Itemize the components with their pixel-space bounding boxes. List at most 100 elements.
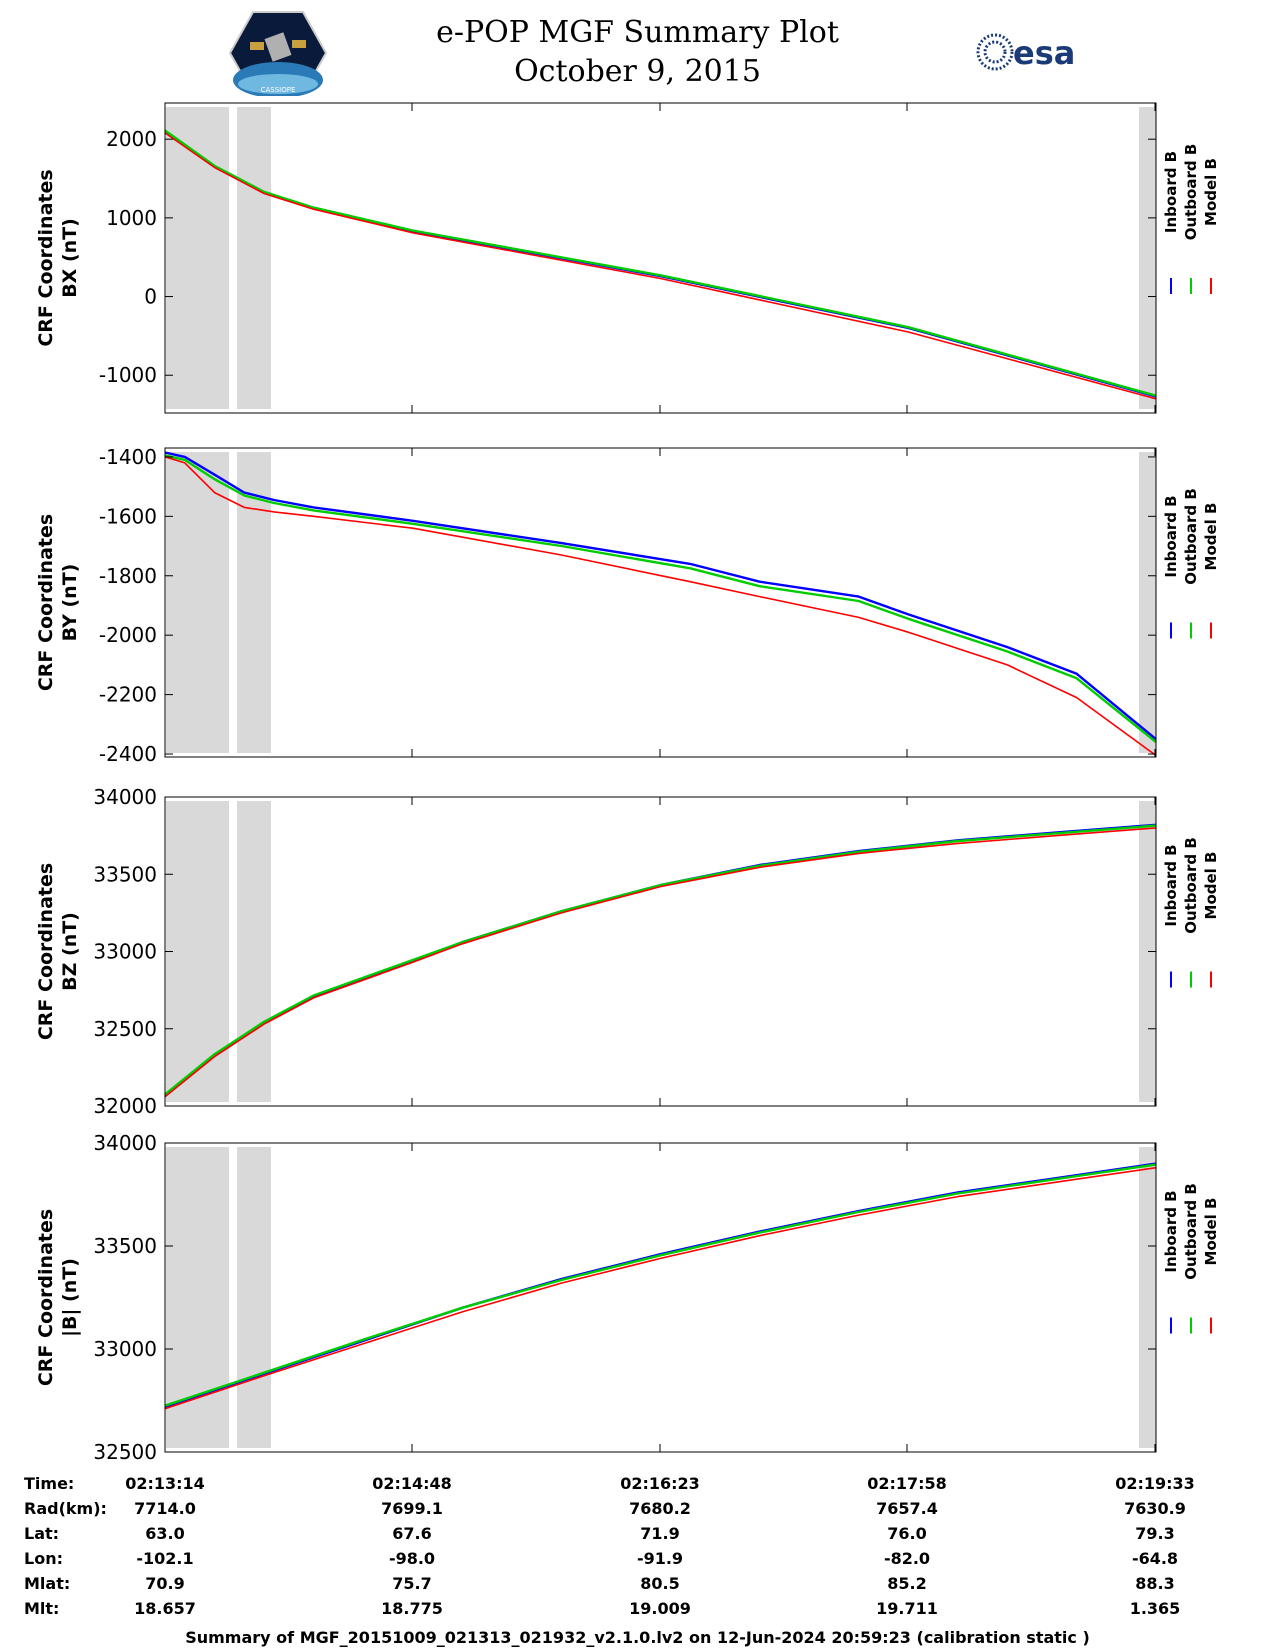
series-line-inboard <box>164 130 1157 398</box>
cassiope-logo-text: CASSIOPE <box>261 86 296 94</box>
ephemeris-value: 88.3 <box>1135 1574 1175 1593</box>
y-tick-label: -2400 <box>99 742 157 766</box>
plot-frame <box>164 447 1157 758</box>
y-tick-label: -1400 <box>99 445 157 469</box>
y-tick-label: 32000 <box>93 1094 157 1118</box>
ephemeris-row-label: Rad(km): <box>24 1499 107 1518</box>
ephemeris-value: 02:17:58 <box>867 1474 947 1493</box>
legend-label-outboard: Outboard B <box>1182 144 1200 241</box>
series-line-outboard <box>164 454 1157 744</box>
data-gap-shade-1 <box>166 801 229 1102</box>
series-line-outboard <box>164 824 1157 1096</box>
ephemeris-value: 76.0 <box>887 1524 927 1543</box>
ephemeris-value: 75.7 <box>392 1574 432 1593</box>
data-gap-shade-3 <box>1139 452 1156 753</box>
ephemeris-row-label: Lon: <box>24 1549 63 1568</box>
y-tick-label: 2000 <box>106 127 157 151</box>
y-tick-label: -1800 <box>99 564 157 588</box>
series-line-inboard <box>164 451 1157 741</box>
legend-label-model: Model B <box>1202 503 1220 571</box>
y-axis-label-line2: BY (nT) <box>59 564 81 642</box>
ephemeris-row-label: Time: <box>24 1474 75 1493</box>
y-axis-label-line1: CRF Coordinates <box>35 514 57 691</box>
legend-label-inboard: Inboard B <box>1162 151 1180 233</box>
plot-frame <box>164 102 1157 414</box>
y-tick-label: 33500 <box>93 862 157 886</box>
legend-label-inboard: Inboard B <box>1162 1190 1180 1272</box>
ephemeris-value: 18.775 <box>381 1599 443 1618</box>
data-gap-shade-2 <box>237 801 271 1102</box>
chart-panel-4: 34000 33500 33000 32500 CRF Coordinates |B| (… <box>35 1131 1220 1464</box>
legend-label-inboard: Inboard B <box>1162 495 1180 577</box>
ephemeris-value: 70.9 <box>145 1574 185 1593</box>
ephemeris-value: 19.009 <box>629 1599 691 1618</box>
data-gap-shade-1 <box>166 452 229 753</box>
esa-logo-text: esa <box>1013 34 1075 72</box>
series-line-model <box>164 132 1157 400</box>
ephemeris-value: 02:16:23 <box>620 1474 700 1493</box>
legend-label-outboard: Outboard B <box>1182 837 1200 934</box>
ephemeris-row-label: Lat: <box>24 1524 60 1543</box>
series-line-model <box>164 456 1157 757</box>
y-tick-label: 0 <box>144 285 157 309</box>
series-line-inboard <box>164 1162 1157 1408</box>
data-gap-shade-3 <box>1139 1147 1156 1448</box>
ephemeris-value: -91.9 <box>636 1549 684 1568</box>
series-line-inboard <box>164 823 1157 1097</box>
y-axis-label-line2: BZ (nT) <box>59 912 81 991</box>
series-line-model <box>164 1166 1157 1410</box>
data-gap-shade-3 <box>1139 801 1156 1102</box>
ephemeris-value: 67.6 <box>392 1524 432 1543</box>
ephemeris-value: -64.8 <box>1131 1549 1179 1568</box>
ephemeris-value: -102.1 <box>136 1549 194 1568</box>
plot-date: October 9, 2015 <box>514 54 761 89</box>
ephemeris-value: 02:14:48 <box>372 1474 452 1493</box>
ephemeris-value: 79.3 <box>1135 1524 1175 1543</box>
ephemeris-value: -82.0 <box>883 1549 931 1568</box>
series-line-outboard <box>164 1163 1157 1407</box>
chart-panel-3: 34000 33500 33000 32500 32000 CRF Coordinates… <box>35 785 1220 1118</box>
y-tick-label: 32500 <box>93 1440 157 1464</box>
data-gap-shade-2 <box>237 1147 271 1448</box>
y-axis-label-line2: BX (nT) <box>59 218 81 298</box>
ephemeris-value: 18.657 <box>134 1599 196 1618</box>
y-tick-label: 1000 <box>106 206 157 230</box>
data-gap-shade-1 <box>166 107 229 409</box>
chart-panel-2: -1400 -1600 -1800 -2000 -2200 -2400 CRF Coordi… <box>35 445 1220 766</box>
cassiope-logo: CASSIOPE <box>228 11 328 96</box>
summary-footer: Summary of MGF_20151009_021313_021932_v2… <box>185 1628 1090 1647</box>
ephemeris-value: 80.5 <box>640 1574 680 1593</box>
ephemeris-value: 19.711 <box>876 1599 938 1618</box>
ephemeris-value: 7630.9 <box>1124 1499 1186 1518</box>
legend-label-model: Model B <box>1202 1198 1220 1266</box>
y-axis-label-line1: CRF Coordinates <box>35 863 57 1040</box>
y-tick-label: 34000 <box>93 785 157 809</box>
y-axis-label-line2: |B| (nT) <box>59 1258 81 1337</box>
legend-label-inboard: Inboard B <box>1162 844 1180 926</box>
plot-title: e-POP MGF Summary Plot <box>436 15 839 50</box>
y-tick-label: -2200 <box>99 683 157 707</box>
series-line-outboard <box>164 129 1157 397</box>
ephemeris-row-label: Mlt: <box>24 1599 60 1618</box>
data-gap-shade-2 <box>237 452 271 753</box>
y-tick-label: 33000 <box>93 940 157 964</box>
y-tick-label: -1600 <box>99 504 157 528</box>
y-axis-label-line1: CRF Coordinates <box>35 169 57 346</box>
esa-logo: esa <box>976 33 1075 72</box>
data-gap-shade-3 <box>1139 107 1156 409</box>
y-tick-label: 33500 <box>93 1234 157 1258</box>
chart-panel-1: 2000 1000 0 -1000 CRF Coordinates BX (nT) Inbo… <box>35 102 1220 414</box>
ephemeris-value: 7699.1 <box>381 1499 443 1518</box>
y-tick-label: -2000 <box>99 623 157 647</box>
ephemeris-value: 1.365 <box>1129 1599 1181 1618</box>
y-tick-label: 32500 <box>93 1017 157 1041</box>
ephemeris-value: 7657.4 <box>876 1499 938 1518</box>
ephemeris-value: 63.0 <box>145 1524 185 1543</box>
legend-label-outboard: Outboard B <box>1182 488 1200 585</box>
plot-frame <box>164 796 1157 1107</box>
y-tick-label: 33000 <box>93 1337 157 1361</box>
ephemeris-value: 7714.0 <box>134 1499 196 1518</box>
ephemeris-value: 02:19:33 <box>1115 1474 1195 1493</box>
ephemeris-value: 71.9 <box>640 1524 680 1543</box>
